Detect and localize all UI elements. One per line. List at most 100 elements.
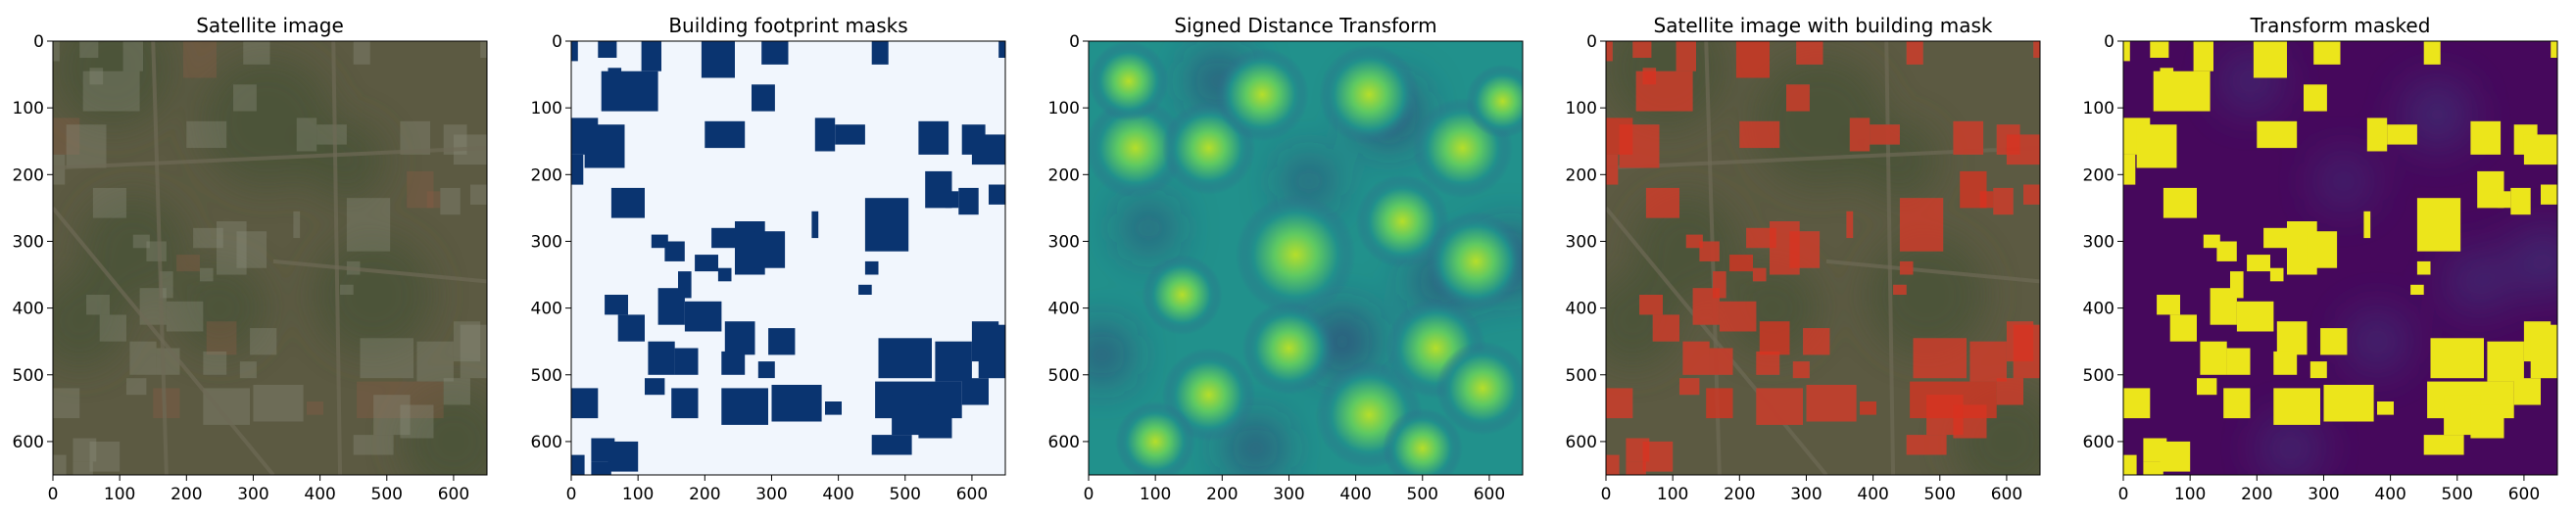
x-tick-label: 0 <box>1084 485 1094 504</box>
building <box>771 385 822 422</box>
x-tick-label: 300 <box>1790 485 1822 504</box>
roof <box>296 118 317 152</box>
roof <box>86 294 110 315</box>
building-overlay <box>1685 234 1703 249</box>
building-overlay <box>2033 41 2040 58</box>
building <box>2416 198 2461 252</box>
roof <box>166 301 204 332</box>
building <box>695 255 718 272</box>
x-tick-label: 0 <box>48 485 59 504</box>
panel-title: Signed Distance Transform <box>1174 14 1436 37</box>
building <box>2470 404 2504 439</box>
building <box>2416 260 2431 275</box>
y-tick-label: 200 <box>13 165 44 185</box>
building-overlay <box>1706 388 1733 419</box>
road <box>53 146 487 170</box>
y-tick-label: 500 <box>1048 366 1080 386</box>
x-tick-label: 400 <box>1857 485 1888 504</box>
building <box>605 295 628 315</box>
roof <box>73 461 93 475</box>
vegetation-patch <box>172 260 267 355</box>
x-tick-label: 500 <box>1407 485 1438 504</box>
y-tick-label: 400 <box>13 300 44 319</box>
y-tick-label: 200 <box>531 165 562 185</box>
x-tick-label: 200 <box>1724 485 1755 504</box>
x-tick-label: 100 <box>104 485 135 504</box>
y-tick-label: 200 <box>1566 165 1597 185</box>
building <box>2123 388 2151 419</box>
image-area <box>571 41 1005 475</box>
building <box>2160 441 2191 472</box>
roof <box>346 198 391 252</box>
building-overlay <box>1906 435 1947 455</box>
building <box>711 227 742 249</box>
panel-title: Transform masked <box>2250 14 2431 37</box>
road <box>1825 259 2040 284</box>
building-overlay <box>1679 378 1700 396</box>
roof <box>360 338 414 379</box>
x-tick-label: 400 <box>1339 485 1371 504</box>
building <box>2210 288 2237 325</box>
distance-high <box>1115 401 1196 475</box>
distance-low <box>1089 331 1126 379</box>
building <box>871 435 912 455</box>
distance-high <box>1235 194 1356 315</box>
x-tick-label: 0 <box>566 485 577 504</box>
building <box>641 41 661 71</box>
y-tick-label: 600 <box>1566 433 1597 452</box>
building-overlay <box>1993 187 2014 215</box>
x-tick-label: 100 <box>2174 485 2206 504</box>
y-tick-label: 600 <box>2083 433 2114 452</box>
building-overlay <box>2013 324 2040 379</box>
building <box>2193 41 2213 71</box>
building <box>2313 41 2341 65</box>
roof <box>440 187 461 215</box>
building-overlay <box>1860 401 1876 415</box>
building <box>2430 338 2484 379</box>
roof <box>353 41 370 65</box>
y-tick-label: 100 <box>1048 99 1080 118</box>
building-overlay <box>1846 211 1854 239</box>
roof <box>53 388 80 419</box>
building <box>2523 134 2557 165</box>
roof <box>122 41 144 71</box>
roof <box>453 321 481 362</box>
building-overlay <box>1913 338 1967 379</box>
building <box>768 328 796 355</box>
building-overlay <box>1806 385 1857 422</box>
building-overlay <box>1756 388 1803 425</box>
building-overlay <box>1979 191 1994 209</box>
building <box>811 211 819 239</box>
roof <box>233 84 257 112</box>
roof <box>199 267 214 282</box>
field-high <box>2350 314 2405 368</box>
building <box>858 284 872 295</box>
building <box>657 288 685 325</box>
building-overlay <box>1759 321 1790 355</box>
building-overlay <box>1699 241 1720 261</box>
y-tick-label: 300 <box>1566 232 1597 252</box>
y-tick-label: 600 <box>1048 433 1080 452</box>
building <box>651 234 668 249</box>
building <box>998 41 1005 58</box>
building-overlay <box>2023 184 2040 205</box>
roof <box>253 384 304 422</box>
building <box>935 341 972 382</box>
roof <box>416 341 454 382</box>
building <box>2123 41 2130 62</box>
building <box>2423 435 2464 455</box>
building-overlay <box>1645 187 1679 218</box>
building-overlay <box>2006 134 2040 165</box>
building <box>721 388 768 425</box>
x-tick-label: 100 <box>1140 485 1171 504</box>
roof <box>243 41 270 65</box>
y-tick-label: 300 <box>13 232 44 252</box>
x-tick-label: 300 <box>755 485 787 504</box>
roof <box>480 41 487 59</box>
building-overlay <box>1899 260 1914 275</box>
building-overlay <box>1752 267 1767 282</box>
y-tick-label: 100 <box>13 99 44 118</box>
building <box>571 454 585 475</box>
building-overlay <box>1803 328 1830 355</box>
y-tick-label: 200 <box>1048 165 1080 185</box>
